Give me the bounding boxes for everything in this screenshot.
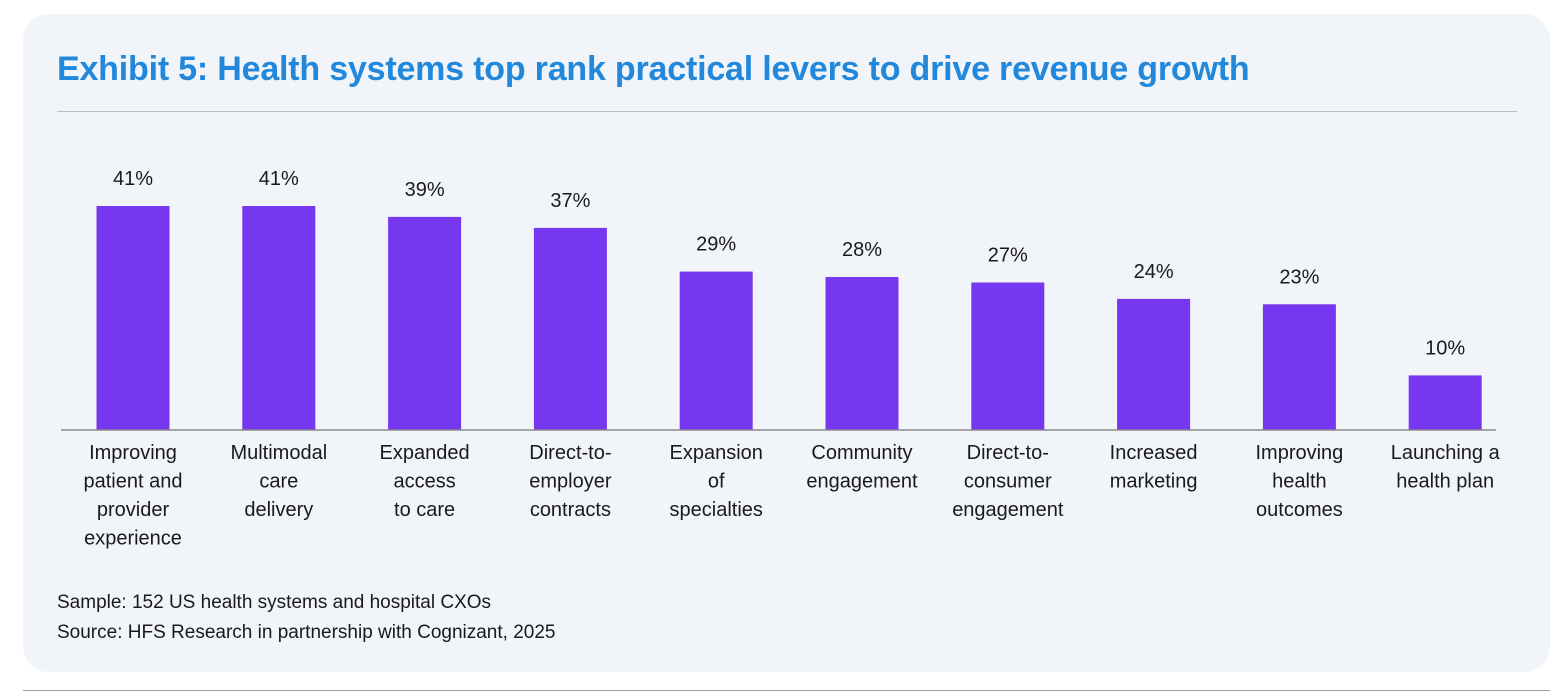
data-label: 28% xyxy=(842,239,882,261)
category-label: Improving patient and provider experience xyxy=(84,442,183,550)
bar xyxy=(1262,304,1336,430)
sample-note: Sample: 152 US health systems and hospit… xyxy=(57,592,492,613)
bar xyxy=(242,206,316,430)
category-label: Direct-to-employer contracts xyxy=(529,442,612,521)
data-label: 41% xyxy=(259,168,299,190)
category-label: Improving health outcomes xyxy=(1255,442,1343,521)
source-note: Source: HFS Research in partnership with… xyxy=(57,622,556,643)
bar xyxy=(1408,375,1482,430)
bar xyxy=(1117,298,1191,430)
data-label: 39% xyxy=(405,179,445,201)
data-label: 41% xyxy=(113,168,153,190)
chart-title: Exhibit 5: Health systems top rank pract… xyxy=(57,50,1250,88)
data-label: 10% xyxy=(1425,337,1465,359)
data-label: 24% xyxy=(1134,261,1174,283)
category-label: Multimodal care delivery xyxy=(230,442,327,521)
category-label: Direct-to-consumer engagement xyxy=(952,442,1064,521)
bar xyxy=(825,277,899,430)
bar xyxy=(679,271,753,430)
page-divider xyxy=(23,690,1550,691)
bar xyxy=(96,206,170,430)
bar xyxy=(533,227,607,430)
data-label: 29% xyxy=(696,234,736,256)
bar-chart: 41% Improving patient and provider experienc… xyxy=(61,168,1501,550)
title-divider xyxy=(57,111,1517,112)
bar xyxy=(388,216,462,430)
chart-card: Exhibit 5: Health systems top rank pract… xyxy=(23,14,1550,672)
category-label: Expanded access to care xyxy=(380,442,470,521)
category-label: Launching a health plan xyxy=(1391,442,1501,493)
category-label: Increased marketing xyxy=(1110,442,1198,493)
data-label: 27% xyxy=(988,245,1028,267)
category-label: Expansion of specialties xyxy=(669,442,762,521)
data-label: 37% xyxy=(550,190,590,212)
data-label: 23% xyxy=(1279,266,1319,288)
category-label: Community engagement xyxy=(806,442,918,493)
bar xyxy=(971,282,1045,430)
